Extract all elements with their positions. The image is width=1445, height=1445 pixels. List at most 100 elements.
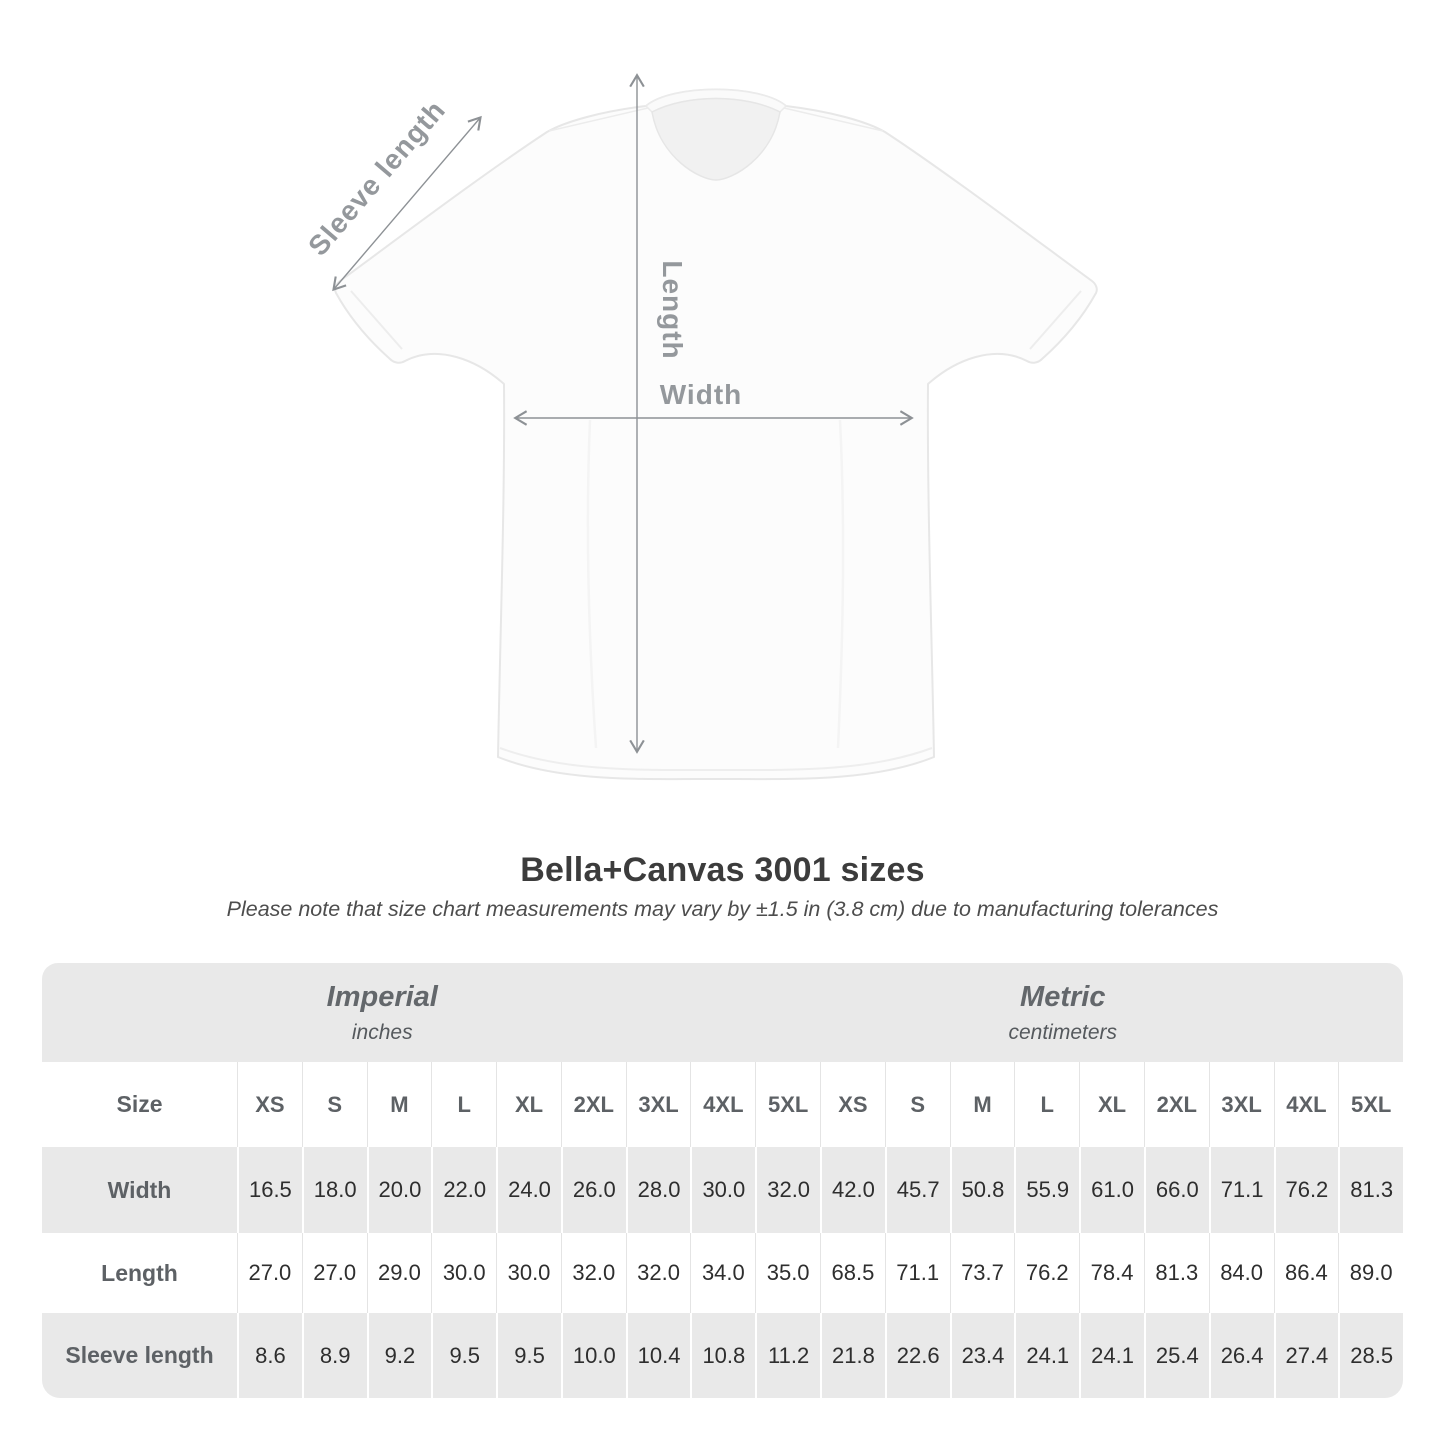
length-label: Length bbox=[657, 260, 688, 359]
length-value: 81.3 bbox=[1143, 1233, 1209, 1313]
width-value: 30.0 bbox=[690, 1147, 755, 1233]
size-xl-metric: XL bbox=[1079, 1062, 1144, 1147]
tshirt-diagram: Sleeve length Length Width bbox=[302, 73, 1098, 781]
length-value: 34.0 bbox=[690, 1233, 755, 1313]
size-3xl-metric: 3XL bbox=[1208, 1062, 1274, 1147]
size-4xl-imperial: 4XL bbox=[690, 1062, 755, 1147]
fabric-fold-left bbox=[586, 419, 598, 749]
length-value: 35.0 bbox=[755, 1233, 820, 1313]
width-value: 50.8 bbox=[949, 1147, 1015, 1233]
width-value: 20.0 bbox=[366, 1147, 432, 1233]
size-xs-metric: XS bbox=[820, 1062, 885, 1147]
length-value: 27.0 bbox=[301, 1233, 367, 1313]
size-column-label: Size bbox=[116, 1091, 163, 1117]
size-xs-imperial: XS bbox=[237, 1062, 302, 1147]
width-value: 16.5 bbox=[237, 1147, 302, 1233]
sleeve-value: 10.0 bbox=[560, 1313, 626, 1398]
width-value: 26.0 bbox=[560, 1147, 626, 1233]
sleeve-value: 8.9 bbox=[301, 1313, 367, 1398]
sleeve-value: 28.5 bbox=[1338, 1313, 1403, 1398]
width-value: 42.0 bbox=[820, 1147, 885, 1233]
length-value: 84.0 bbox=[1208, 1233, 1274, 1313]
tolerance-note: Please note that size chart measurements… bbox=[226, 897, 1219, 921]
width-row-label: Width bbox=[107, 1176, 172, 1203]
length-row-label: Length bbox=[101, 1259, 178, 1286]
size-header-row: Size XS S M L XL 2XL 3XL 4XL 5XL XS S M … bbox=[42, 1062, 1403, 1147]
sleeve-value: 10.4 bbox=[625, 1313, 691, 1398]
width-value: 76.2 bbox=[1273, 1147, 1339, 1233]
imperial-label: Imperial bbox=[326, 980, 438, 1013]
size-xl-imperial: XL bbox=[496, 1062, 561, 1147]
sleeve-value: 23.4 bbox=[949, 1313, 1015, 1398]
sleeve-value: 27.4 bbox=[1273, 1313, 1339, 1398]
sleeve-value: 10.8 bbox=[690, 1313, 755, 1398]
width-value: 55.9 bbox=[1014, 1147, 1079, 1233]
size-l-imperial: L bbox=[431, 1062, 496, 1147]
sleeve-value: 26.4 bbox=[1208, 1313, 1274, 1398]
tshirt-body bbox=[334, 88, 1098, 781]
size-4xl-metric: 4XL bbox=[1273, 1062, 1339, 1147]
width-value: 24.0 bbox=[496, 1147, 561, 1233]
width-value: 28.0 bbox=[625, 1147, 691, 1233]
size-s-metric: S bbox=[884, 1062, 950, 1147]
length-value: 76.2 bbox=[1014, 1233, 1079, 1313]
sleeve-length-arrow bbox=[332, 115, 482, 292]
length-value: 30.0 bbox=[496, 1233, 561, 1313]
metric-unit: centimeters bbox=[1008, 1020, 1118, 1044]
width-label: Width bbox=[660, 379, 743, 410]
width-value: 61.0 bbox=[1079, 1147, 1144, 1233]
sleeve-value: 24.1 bbox=[1014, 1313, 1079, 1398]
right-sleeve-hem-seam bbox=[1029, 290, 1082, 350]
tshirt-neck-opening bbox=[651, 97, 781, 181]
unit-header-row: Imperial inches Metric centimeters bbox=[42, 963, 1403, 1062]
sleeve-value: 24.1 bbox=[1079, 1313, 1144, 1398]
imperial-unit: inches bbox=[351, 1020, 413, 1044]
width-value: 18.0 bbox=[301, 1147, 367, 1233]
length-value: 32.0 bbox=[560, 1233, 626, 1313]
sleeve-value: 9.5 bbox=[496, 1313, 561, 1398]
size-3xl-imperial: 3XL bbox=[625, 1062, 691, 1147]
length-value: 78.4 bbox=[1079, 1233, 1144, 1313]
right-shoulder-seam bbox=[783, 107, 884, 132]
length-value: 71.1 bbox=[884, 1233, 950, 1313]
size-2xl-metric: 2XL bbox=[1143, 1062, 1209, 1147]
width-value: 66.0 bbox=[1143, 1147, 1209, 1233]
length-value: 30.0 bbox=[431, 1233, 496, 1313]
sleeve-row-label: Sleeve length bbox=[65, 1342, 214, 1368]
length-value: 27.0 bbox=[237, 1233, 302, 1313]
width-row: Width 16.5 18.0 20.0 22.0 24.0 26.0 28.0… bbox=[42, 1147, 1403, 1233]
size-l-metric: L bbox=[1014, 1062, 1079, 1147]
length-value: 32.0 bbox=[625, 1233, 691, 1313]
sleeve-value: 11.2 bbox=[755, 1313, 820, 1398]
width-value: 22.0 bbox=[431, 1147, 496, 1233]
width-value: 32.0 bbox=[755, 1147, 820, 1233]
sleeve-value: 8.6 bbox=[237, 1313, 302, 1398]
length-value: 29.0 bbox=[366, 1233, 432, 1313]
size-2xl-imperial: 2XL bbox=[560, 1062, 626, 1147]
sleeve-value: 21.8 bbox=[820, 1313, 885, 1398]
length-value: 73.7 bbox=[949, 1233, 1015, 1313]
metric-header: Metric centimeters bbox=[723, 963, 1404, 1062]
sleeve-value: 22.6 bbox=[884, 1313, 950, 1398]
tshirt-graphic: Sleeve length Length Width bbox=[302, 73, 1098, 781]
width-value: 45.7 bbox=[884, 1147, 950, 1233]
length-value: 68.5 bbox=[820, 1233, 885, 1313]
length-value: 89.0 bbox=[1338, 1233, 1403, 1313]
length-row: Length 27.0 27.0 29.0 30.0 30.0 32.0 32.… bbox=[42, 1233, 1403, 1313]
bottom-hem-seam bbox=[499, 747, 933, 772]
size-m-metric: M bbox=[949, 1062, 1015, 1147]
fabric-fold-right bbox=[836, 419, 845, 749]
page-title: Bella+Canvas 3001 sizes bbox=[520, 851, 925, 889]
size-5xl-metric: 5XL bbox=[1338, 1062, 1403, 1147]
length-value: 86.4 bbox=[1273, 1233, 1339, 1313]
left-sleeve-hem-seam bbox=[350, 290, 403, 350]
width-value: 81.3 bbox=[1338, 1147, 1403, 1233]
width-value: 71.1 bbox=[1208, 1147, 1274, 1233]
sleeve-value: 9.2 bbox=[366, 1313, 432, 1398]
size-5xl-imperial: 5XL bbox=[755, 1062, 820, 1147]
size-s-imperial: S bbox=[301, 1062, 367, 1147]
sleeve-value: 9.5 bbox=[431, 1313, 496, 1398]
size-m-imperial: M bbox=[366, 1062, 432, 1147]
sleeve-length-row: Sleeve length 8.6 8.9 9.2 9.5 9.5 10.0 1… bbox=[42, 1313, 1403, 1398]
